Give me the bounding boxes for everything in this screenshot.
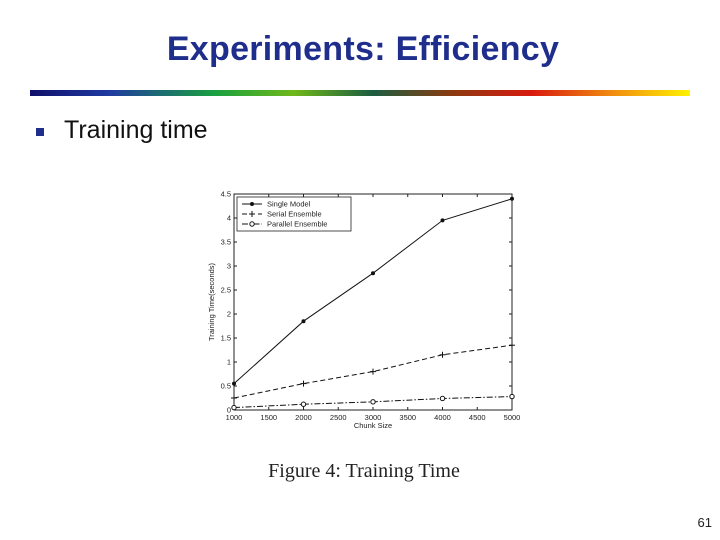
y-tick-label: 1.5 — [221, 334, 231, 343]
data-point-series-2 — [509, 342, 515, 349]
legend-marker-1 — [250, 202, 254, 206]
legend-marker-2 — [249, 211, 255, 217]
x-tick-label: 1000 — [226, 413, 243, 422]
x-tick-label: 4500 — [469, 413, 486, 422]
y-axis-label: Training Time(seconds) — [207, 262, 216, 341]
y-tick-label: 2.5 — [221, 286, 231, 295]
x-tick-label: 2500 — [330, 413, 347, 422]
y-tick-label: 4 — [227, 214, 231, 223]
data-point-series-1 — [301, 319, 306, 324]
data-point-series-3 — [439, 395, 446, 402]
slide-title: Experiments: Efficiency — [166, 30, 560, 68]
y-tick-label: 3 — [227, 262, 231, 271]
legend-box — [236, 196, 352, 232]
data-point-series-1 — [440, 218, 445, 223]
page-number: 61 — [697, 515, 712, 530]
data-point-series-3 — [231, 404, 237, 411]
data-point-series-1 — [510, 196, 514, 201]
x-tick-label: 3500 — [399, 413, 416, 422]
legend-label-3: Parallel Ensemble — [267, 220, 327, 229]
y-tick-label: 4.5 — [221, 190, 231, 199]
data-point-series-3 — [509, 393, 515, 400]
data-point-series-1 — [371, 271, 375, 276]
data-point-series-2 — [439, 351, 446, 358]
data-point-series-1 — [232, 381, 236, 386]
y-tick-label: 0 — [227, 406, 231, 415]
bullet-text: Training time — [64, 116, 208, 144]
data-point-series-3 — [370, 399, 376, 405]
data-point-series-2 — [231, 395, 237, 401]
figure-caption: Figure 4: Training Time — [268, 460, 460, 482]
series-line-2 — [233, 344, 513, 399]
x-tick-label: 2000 — [295, 413, 312, 422]
bullet-square-icon — [36, 128, 44, 136]
y-tick-label: 3.5 — [221, 238, 231, 247]
y-tick-label: 0.5 — [221, 382, 231, 391]
training-time-chart: 1000 1500 2000 2500 3000 3500 4000 4500 5000 0 0.5… — [207, 190, 521, 431]
x-tick-label: 3000 — [365, 413, 382, 422]
data-point-series-2 — [370, 368, 376, 375]
legend-label-1: Single Model — [267, 200, 311, 209]
x-tick-label: 4000 — [434, 413, 451, 422]
x-tick-label: 1500 — [260, 413, 277, 422]
legend-marker-3 — [249, 221, 255, 227]
title-rule — [30, 90, 690, 96]
y-tick-label: 1 — [227, 358, 231, 367]
x-tick-label: 5000 — [504, 413, 521, 422]
data-point-series-3 — [300, 401, 307, 407]
x-axis-label: Chunk Size — [354, 421, 392, 430]
legend-label-2: Serial Ensemble — [267, 210, 322, 219]
y-tick-label: 2 — [227, 310, 231, 319]
data-point-series-2 — [300, 380, 307, 387]
